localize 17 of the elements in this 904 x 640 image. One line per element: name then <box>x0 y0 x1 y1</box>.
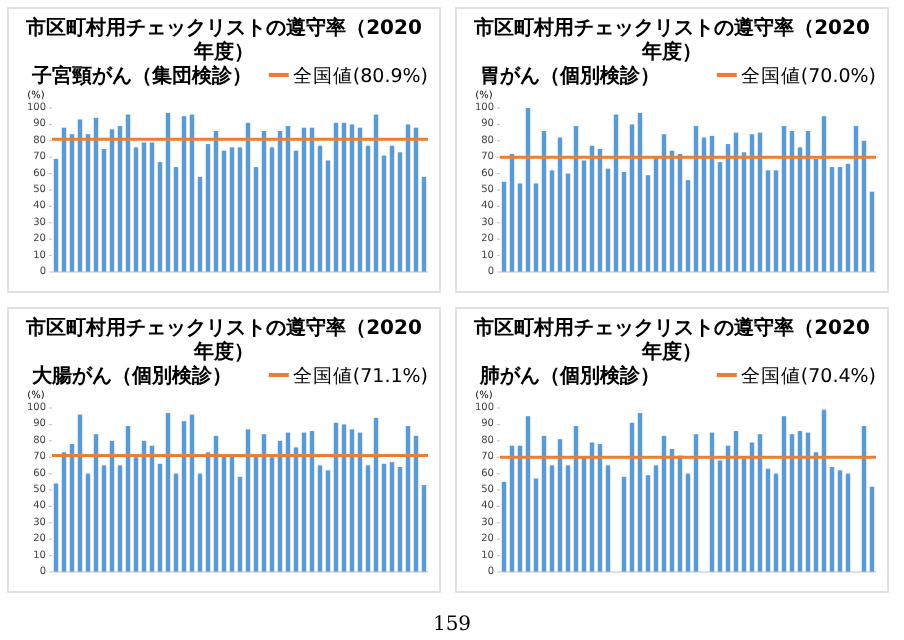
legend-label: 全国値(70.4%) <box>740 364 876 388</box>
legend: 全国値(80.9%) <box>268 66 428 88</box>
chart-subtitle: 大腸がん（個別検診） <box>30 364 232 388</box>
legend-label: 全国値(80.9%) <box>292 64 428 88</box>
chart-title: 市区町村用チェックリストの遵守率（2020年度） <box>472 316 870 364</box>
chart-title: 市区町村用チェックリストの遵守率（2020年度） <box>24 316 422 364</box>
legend: 全国値(71.1%) <box>268 366 428 388</box>
chart-title: 市区町村用チェックリストの遵守率（2020年度） <box>472 16 870 64</box>
legend-label: 全国値(71.1%) <box>292 364 428 388</box>
legend-label: 全国値(70.0%) <box>740 64 876 88</box>
text: 159 <box>432 614 472 636</box>
legend: 全国値(70.0%) <box>716 66 876 88</box>
chart-subtitle: 肺がん（個別検診） <box>478 364 660 388</box>
legend: 全国値(70.4%) <box>716 366 876 388</box>
chart-subtitle: 子宮頸がん（集団検診） <box>30 64 252 88</box>
chart-subtitle: 胃がん（個別検診） <box>480 64 660 88</box>
chart-title: 市区町村用チェックリストの遵守率（2020年度） <box>24 16 422 64</box>
